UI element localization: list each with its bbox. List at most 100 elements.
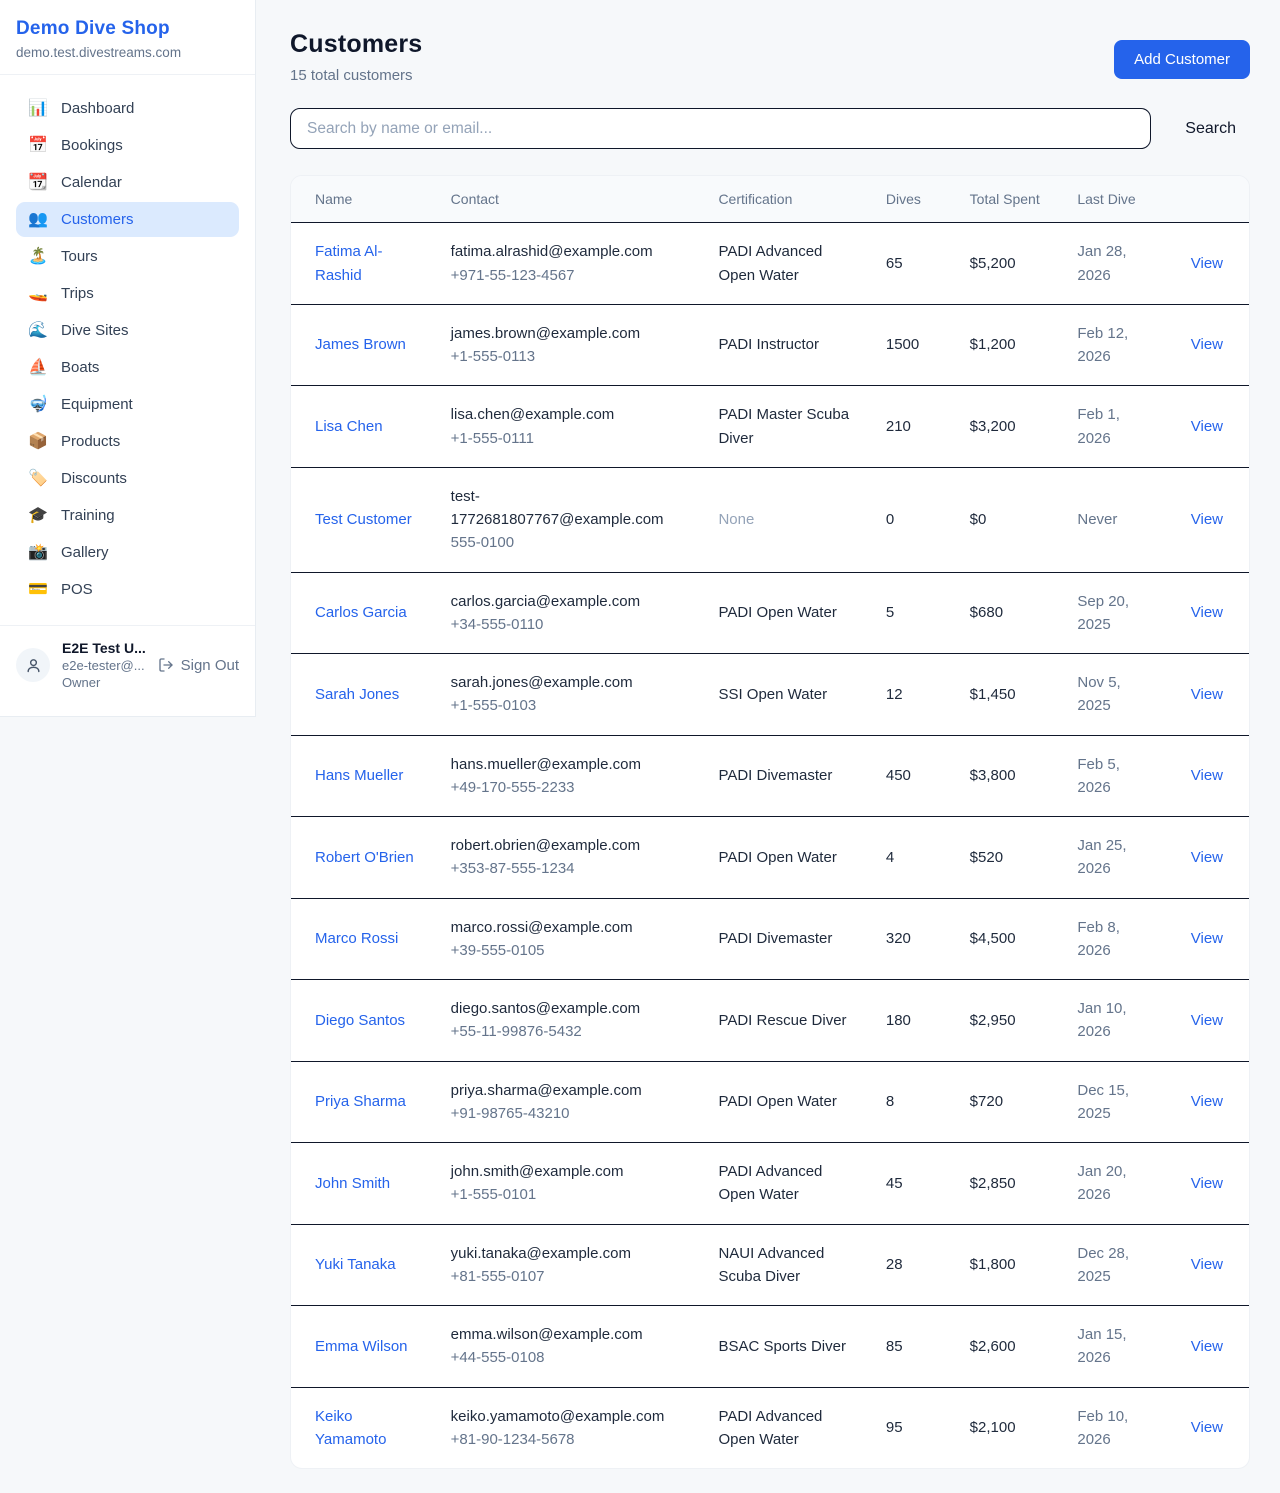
sidebar-item-bookings[interactable]: 📅 Bookings xyxy=(16,128,239,163)
search-input[interactable] xyxy=(290,108,1152,149)
customer-name-link[interactable]: Priya Sharma xyxy=(291,1061,437,1144)
customer-count: 15 total customers xyxy=(290,67,413,84)
customer-last-dive: Feb 5, 2026 xyxy=(1063,735,1170,818)
customer-certification: PADI Open Water xyxy=(704,572,872,655)
speedboat-icon: 🚤 xyxy=(28,284,48,302)
customer-phone: +1-555-0111 xyxy=(450,429,534,447)
view-link[interactable]: View xyxy=(1190,604,1223,622)
sidebar-item-label: Boats xyxy=(61,359,100,376)
customer-email: james.brown@example.com xyxy=(450,324,641,342)
customer-contact: priya.sharma@example.com +91-98765-43210 xyxy=(436,1061,705,1144)
sidebar-item-pos[interactable]: 💳 POS xyxy=(16,572,239,607)
sidebar-item-label: Discounts xyxy=(61,470,127,487)
table-header-row: Name Contact Certification Dives Total Spent… xyxy=(291,176,1249,224)
customer-action-cell: View xyxy=(1169,735,1249,818)
customer-name-link[interactable]: Fatima Al-Rashid xyxy=(291,222,437,305)
customer-certification: NAUI Advanced Scuba Diver xyxy=(704,1224,872,1307)
sidebar-item-label: Trips xyxy=(61,285,94,302)
table-row: Robert O'Brien robert.obrien@example.com… xyxy=(291,816,1249,899)
sidebar-item-calendar[interactable]: 📆 Calendar xyxy=(16,165,239,200)
customer-name-link[interactable]: Sarah Jones xyxy=(291,653,437,736)
sidebar-item-tours[interactable]: 🏝️ Tours xyxy=(16,239,239,274)
view-link[interactable]: View xyxy=(1190,254,1223,272)
search-button[interactable]: Search xyxy=(1151,120,1236,138)
customer-last-dive: Feb 1, 2026 xyxy=(1063,385,1170,468)
sidebar-item-boats[interactable]: ⛵ Boats xyxy=(16,350,239,385)
customer-contact: lisa.chen@example.com +1-555-0111 xyxy=(436,385,705,468)
customer-contact: test-1772681807767@example.com 555-0100 xyxy=(436,467,705,573)
view-link[interactable]: View xyxy=(1190,417,1223,435)
sidebar-nav: 📊 Dashboard 📅 Bookings 📆 Calendar 👥 Cust… xyxy=(0,75,255,619)
sidebar-item-products[interactable]: 📦 Products xyxy=(16,424,239,459)
customer-dives: 4 xyxy=(871,816,956,899)
customer-email: sarah.jones@example.com xyxy=(450,674,633,692)
customer-total-spent: $1,200 xyxy=(955,304,1064,387)
customer-total-spent: $2,600 xyxy=(955,1305,1064,1388)
view-link[interactable]: View xyxy=(1190,1256,1223,1274)
add-customer-button[interactable]: Add Customer xyxy=(1114,40,1250,79)
customer-contact: keiko.yamamoto@example.com +81-90-1234-5… xyxy=(437,1387,705,1468)
customer-action-cell: View xyxy=(1169,304,1249,387)
customer-phone: +353-87-555-1234 xyxy=(450,860,575,878)
view-link[interactable]: View xyxy=(1190,1093,1223,1111)
sidebar-item-training[interactable]: 🎓 Training xyxy=(16,498,239,533)
customer-certification: PADI Master Scuba Diver xyxy=(704,385,872,468)
view-link[interactable]: View xyxy=(1190,1174,1223,1192)
customer-name-link[interactable]: John Smith xyxy=(291,1142,437,1225)
sidebar-item-trips[interactable]: 🚤 Trips xyxy=(16,276,239,311)
customer-email: diego.santos@example.com xyxy=(450,1000,641,1018)
sidebar-item-discounts[interactable]: 🏷️ Discounts xyxy=(16,461,239,496)
table-row: Hans Mueller hans.mueller@example.com +4… xyxy=(291,735,1249,818)
view-link[interactable]: View xyxy=(1190,336,1223,354)
tear-off-calendar-icon: 📆 xyxy=(28,173,48,191)
customer-name-link[interactable]: Diego Santos xyxy=(291,979,437,1062)
customer-name-link[interactable]: Keiko Yamamoto xyxy=(315,1407,387,1448)
column-header-actions xyxy=(1169,176,1249,224)
customer-total-spent: $2,950 xyxy=(955,979,1064,1062)
customer-last-dive: Feb 8, 2026 xyxy=(1063,898,1170,981)
customer-name-link[interactable]: Yuki Tanaka xyxy=(291,1224,437,1307)
customer-dives: 28 xyxy=(871,1224,956,1307)
page-title: Customers xyxy=(290,30,423,58)
sidebar-item-label: Customers xyxy=(61,211,134,228)
sign-out-button[interactable]: Sign Out xyxy=(158,657,239,674)
calendar-icon: 📅 xyxy=(28,136,48,154)
user-email: e2e-tester@... xyxy=(62,658,145,673)
sidebar-item-dive-sites[interactable]: 🌊 Dive Sites xyxy=(16,313,239,348)
view-link[interactable]: View xyxy=(1190,1011,1223,1029)
customer-total-spent: $3,200 xyxy=(955,385,1064,468)
customer-last-dive: Feb 12, 2026 xyxy=(1063,304,1170,387)
customer-name-link[interactable]: James Brown xyxy=(291,304,437,387)
customer-name-link[interactable]: Lisa Chen xyxy=(291,385,437,468)
shop-name: Demo Dive Shop xyxy=(16,18,170,39)
customer-last-dive: Never xyxy=(1063,467,1170,573)
customer-last-dive: Jan 20, 2026 xyxy=(1063,1142,1170,1225)
view-link[interactable]: View xyxy=(1190,767,1223,785)
sidebar-item-gallery[interactable]: 📸 Gallery xyxy=(16,535,239,570)
view-link[interactable]: View xyxy=(1190,511,1223,529)
customer-name-link[interactable]: Test Customer xyxy=(291,467,437,573)
customer-name-link[interactable]: Carlos Garcia xyxy=(291,572,437,655)
sidebar-item-equipment[interactable]: 🤿 Equipment xyxy=(16,387,239,422)
view-link[interactable]: View xyxy=(1190,930,1223,948)
view-link[interactable]: View xyxy=(1190,1419,1223,1437)
camera-icon: 📸 xyxy=(28,543,48,561)
customer-name-link[interactable]: Emma Wilson xyxy=(291,1305,437,1388)
sidebar-item-customers[interactable]: 👥 Customers xyxy=(16,202,239,237)
view-link[interactable]: View xyxy=(1190,685,1223,703)
search-row: Search xyxy=(290,108,1250,149)
view-link[interactable]: View xyxy=(1190,1337,1223,1355)
sidebar-item-label: Bookings xyxy=(61,137,123,154)
view-link[interactable]: View xyxy=(1190,848,1223,866)
sidebar-item-dashboard[interactable]: 📊 Dashboard xyxy=(16,91,239,126)
customer-name-link[interactable]: Marco Rossi xyxy=(291,898,437,981)
customer-last-dive: Nov 5, 2025 xyxy=(1063,653,1170,736)
sailboat-icon: ⛵ xyxy=(28,358,48,376)
sidebar-item-label: Dashboard xyxy=(61,100,135,117)
customer-name-link[interactable]: Robert O'Brien xyxy=(291,816,437,899)
customer-phone: +81-555-0107 xyxy=(450,1267,545,1285)
customer-dives: 450 xyxy=(871,735,956,818)
customer-name-link[interactable]: Hans Mueller xyxy=(291,735,437,818)
customer-total-spent: $3,800 xyxy=(955,735,1064,818)
customer-dives: 210 xyxy=(871,385,956,468)
